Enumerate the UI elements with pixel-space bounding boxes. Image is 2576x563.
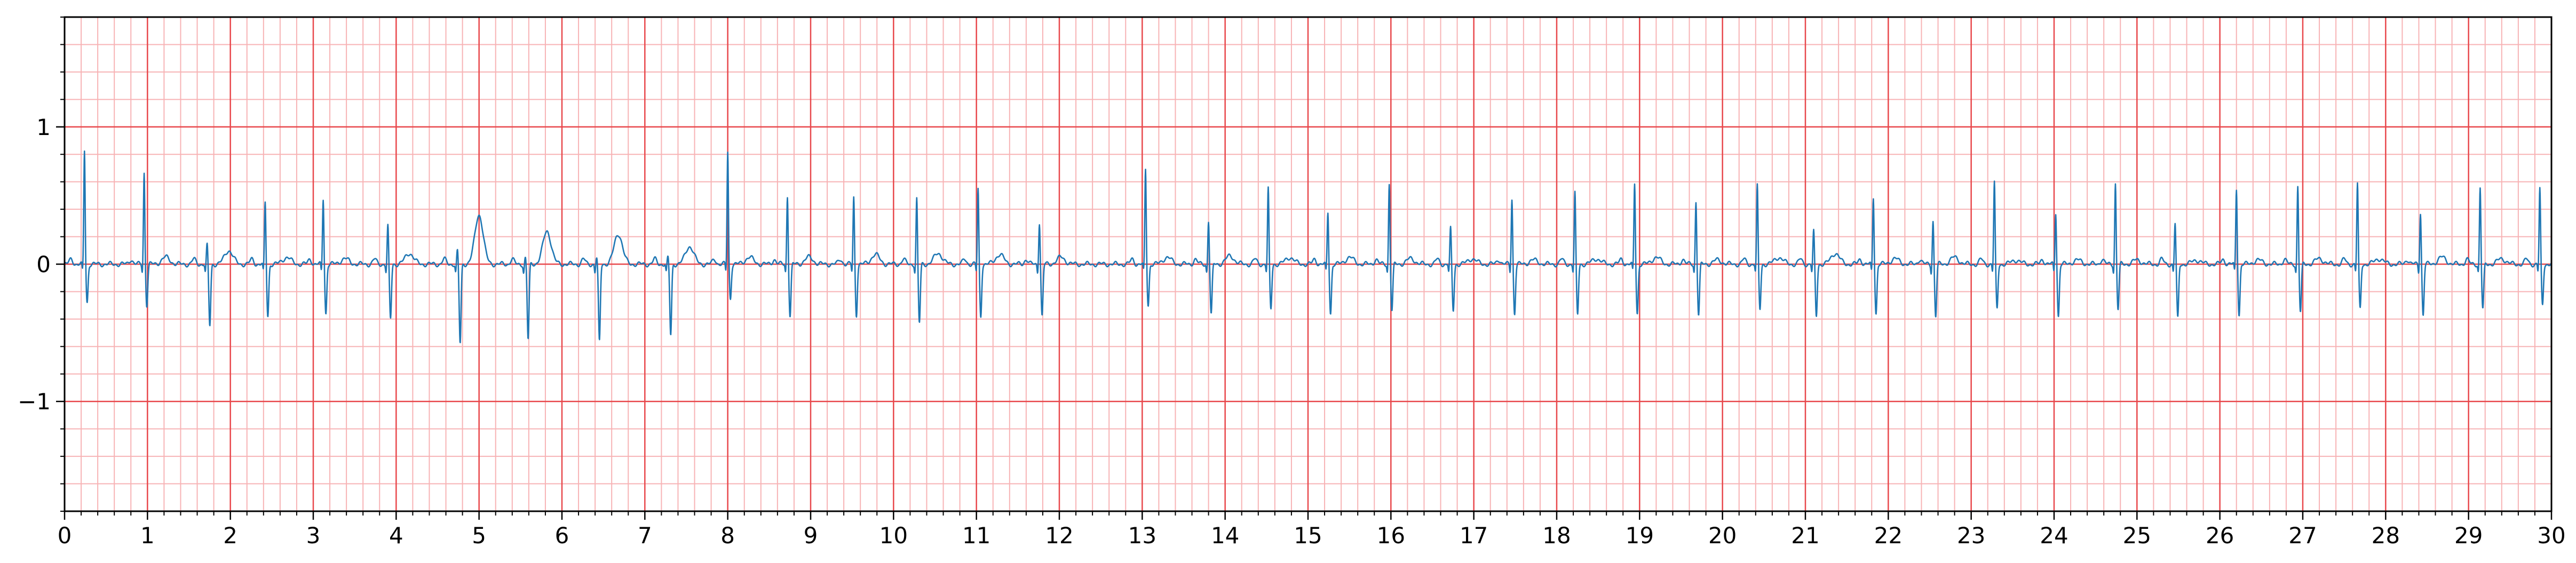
x-tick-label: 12 (1045, 522, 1073, 549)
x-tick-label: 26 (2206, 522, 2234, 549)
x-tick-label: 20 (1708, 522, 1737, 549)
x-tick-label: 25 (2123, 522, 2151, 549)
x-tick-label: 9 (804, 522, 818, 549)
x-tick-label: 18 (1542, 522, 1571, 549)
y-axis: −1 0 1 (18, 17, 65, 512)
ecg-trace-line (64, 150, 2553, 344)
x-tick-label: 17 (1460, 522, 1488, 549)
x-tick-label: 7 (638, 522, 652, 549)
x-tick-label: 27 (2288, 522, 2317, 549)
x-tick-label: 21 (1791, 522, 1819, 549)
x-axis: 0 1 2 3 4 5 6 7 8 9 10 11 12 13 14 15 16 17 18 19 20 21 22 23 24… (58, 511, 2566, 549)
y-tick-label: 0 (36, 251, 51, 277)
x-tick-label: 6 (555, 522, 569, 549)
x-tick-label: 22 (1874, 522, 1903, 549)
y-tick-label: 1 (36, 114, 51, 140)
x-tick-label: 2 (223, 522, 237, 549)
ecg-trace-layer (64, 150, 2553, 344)
x-tick-label: 23 (1957, 522, 1985, 549)
x-tick-label: 0 (58, 522, 72, 549)
x-tick-label: 24 (2040, 522, 2068, 549)
x-tick-label: 28 (2372, 522, 2400, 549)
x-tick-label: 16 (1377, 522, 1405, 549)
x-tick-label: 8 (720, 522, 735, 549)
x-tick-label: 1 (140, 522, 155, 549)
x-tick-label: 11 (962, 522, 990, 549)
y-tick-label: −1 (18, 388, 51, 415)
x-tick-label: 15 (1294, 522, 1322, 549)
x-tick-label: 10 (879, 522, 908, 549)
x-tick-label: 5 (472, 522, 486, 549)
x-tick-label: 19 (1626, 522, 1654, 549)
x-tick-label: 30 (2537, 522, 2565, 549)
x-tick-label: 4 (389, 522, 403, 549)
x-tick-label: 29 (2454, 522, 2483, 549)
x-tick-label: 13 (1128, 522, 1156, 549)
x-tick-label: 3 (306, 522, 321, 549)
x-tick-label: 14 (1211, 522, 1239, 549)
